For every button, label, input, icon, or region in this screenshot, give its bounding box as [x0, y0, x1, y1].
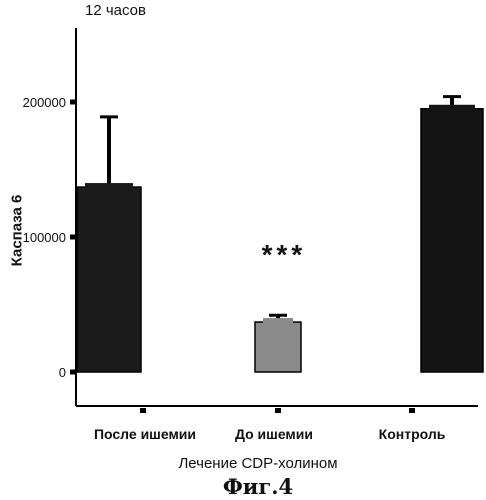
- x-tick-label-2: Контроль: [379, 426, 446, 442]
- x-tick-1: [275, 408, 281, 413]
- x-tick-label-0: После ишемии: [94, 426, 196, 442]
- x-axis-label: Лечение CDP-холином: [0, 455, 486, 472]
- bar-top-0: [85, 183, 133, 189]
- bar-top-2: [429, 105, 475, 111]
- y-tick-label-0: 0: [59, 365, 66, 380]
- bar-0: [77, 187, 141, 372]
- figure-caption: Фиг.4: [0, 474, 486, 499]
- bar-chart: 0 100000 200000 После ишемии До ишемии Контро…: [0, 0, 486, 450]
- bar-2: [421, 109, 483, 372]
- x-tick-0: [140, 408, 146, 413]
- y-tick-2: [70, 100, 76, 105]
- y-tick-1: [70, 235, 76, 240]
- x-tick-label-1: До ишемии: [235, 426, 313, 442]
- y-tick-label-2: 200000: [23, 95, 66, 110]
- x-tick-2: [409, 408, 415, 413]
- bar-top-1: [263, 318, 293, 324]
- significance-annotation-0: ***: [262, 239, 307, 270]
- y-tick-label-1: 100000: [23, 230, 66, 245]
- y-tick-0: [70, 370, 76, 375]
- bar-1: [255, 322, 301, 372]
